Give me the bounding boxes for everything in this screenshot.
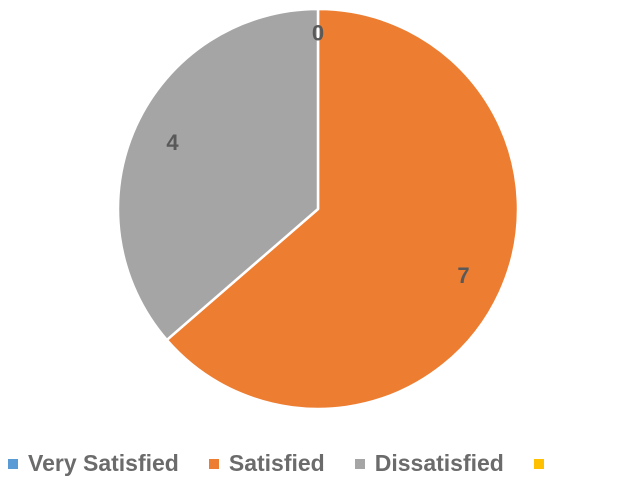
legend-item-fourth — [533, 458, 554, 469]
data-label-satisfied: 7 — [457, 263, 469, 288]
legend-item-satisfied: Satisfied — [208, 450, 325, 477]
legend-item-dissatisfied: Dissatisfied — [354, 450, 504, 477]
data-label-very-satisfied: 0 — [312, 21, 324, 46]
legend: Very Satisfied Satisfied Dissatisfied — [8, 450, 584, 477]
legend-swatch-satisfied — [208, 458, 219, 469]
legend-label-satisfied: Satisfied — [228, 450, 325, 476]
pie-slice-dissatisfied — [116, 7, 320, 342]
data-label-dissatisfied: 4 — [166, 130, 179, 155]
legend-label-dissatisfied: Dissatisfied — [374, 450, 504, 476]
legend-label-very-satisfied: Very Satisfied — [28, 450, 179, 476]
legend-swatch-dissatisfied — [354, 458, 365, 469]
legend-item-very-satisfied: Very Satisfied — [8, 450, 179, 477]
legend-swatch-fourth — [533, 458, 544, 469]
legend-swatch-very-satisfied — [8, 458, 18, 469]
pie-slice-satisfied — [165, 7, 520, 411]
